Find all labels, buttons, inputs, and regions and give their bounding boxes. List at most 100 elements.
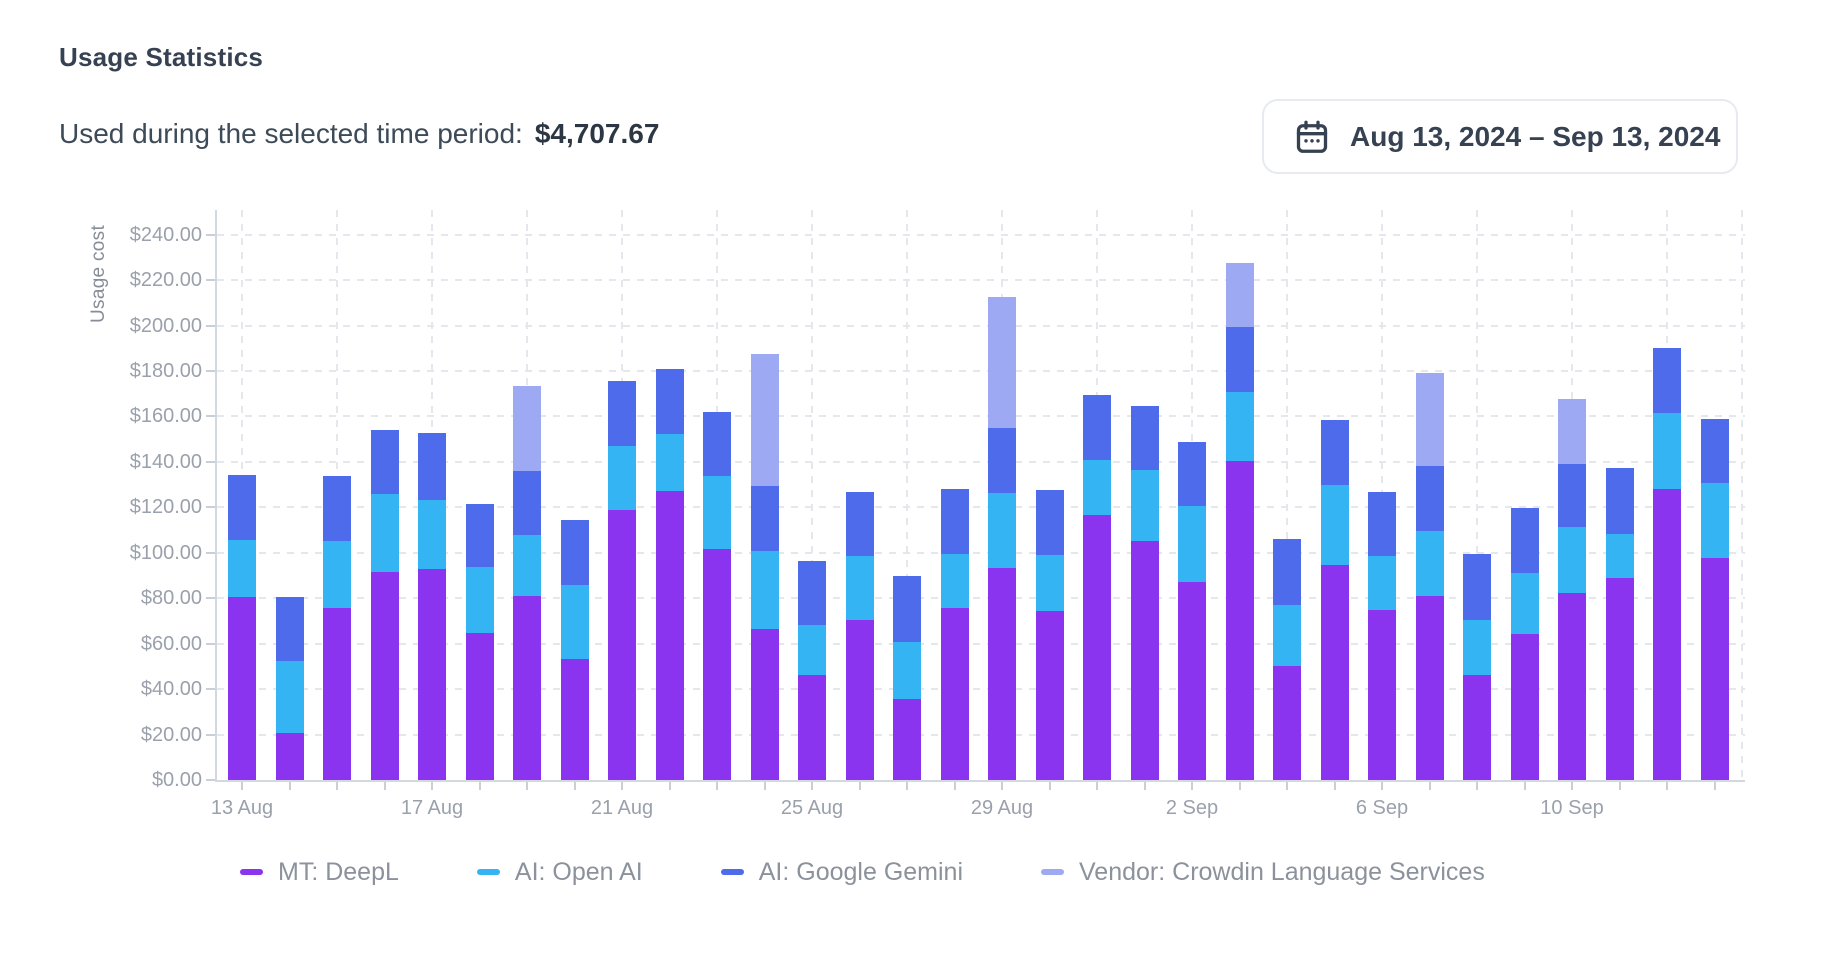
bar-segment[interactable]: [1320, 420, 1349, 486]
bar-segment[interactable]: [845, 492, 874, 556]
bar-segment[interactable]: [465, 566, 494, 634]
bar-segment[interactable]: [370, 572, 399, 780]
bar-segment[interactable]: [1463, 619, 1491, 676]
bar-segment[interactable]: [608, 510, 636, 780]
legend-item-gemini[interactable]: AI: Google Gemini: [720, 858, 963, 887]
bar-segment[interactable]: [750, 550, 779, 630]
bar-segment[interactable]: [228, 539, 256, 597]
bar-segment[interactable]: [560, 659, 589, 780]
bar-segment[interactable]: [1700, 557, 1729, 780]
bar-segment[interactable]: [275, 732, 304, 780]
bar-segment[interactable]: [988, 296, 1016, 428]
bar-segment[interactable]: [1130, 470, 1159, 541]
bar-segment[interactable]: [1273, 665, 1301, 780]
bar-segment[interactable]: [703, 412, 731, 477]
bar-segment[interactable]: [893, 698, 921, 780]
bar-segment[interactable]: [1605, 533, 1634, 579]
bar-segment[interactable]: [275, 660, 304, 733]
bar-segment[interactable]: [1415, 530, 1444, 597]
date-range-button[interactable]: Aug 13, 2024 – Sep 13, 2024: [1262, 99, 1738, 174]
bar-segment[interactable]: [940, 488, 969, 555]
bar-segment[interactable]: [1510, 573, 1539, 634]
bar-segment[interactable]: [1605, 467, 1634, 534]
bar-segment[interactable]: [418, 500, 446, 569]
bar-segment[interactable]: [940, 554, 969, 608]
bar-segment[interactable]: [798, 675, 826, 780]
bar-segment[interactable]: [1083, 394, 1111, 461]
bar-segment[interactable]: [988, 493, 1016, 569]
bar-segment[interactable]: [370, 493, 399, 573]
bar-segment[interactable]: [1463, 554, 1491, 620]
bar-segment[interactable]: [1415, 465, 1444, 531]
bar-segment[interactable]: [750, 354, 779, 487]
bar-segment[interactable]: [323, 607, 351, 780]
legend-item-crowdin-vendor[interactable]: Vendor: Crowdin Language Services: [1041, 858, 1485, 887]
bar-segment[interactable]: [1225, 262, 1254, 327]
bar-segment[interactable]: [513, 535, 541, 597]
bar-segment[interactable]: [560, 519, 589, 586]
bar-segment[interactable]: [655, 491, 684, 780]
bar-segment[interactable]: [228, 474, 256, 540]
bar-segment[interactable]: [988, 427, 1016, 494]
bar-segment[interactable]: [845, 555, 874, 621]
bar-segment[interactable]: [1368, 492, 1396, 556]
bar-segment[interactable]: [1415, 596, 1444, 780]
bar-segment[interactable]: [608, 445, 636, 511]
bar-segment[interactable]: [798, 561, 826, 626]
bar-segment[interactable]: [750, 486, 779, 551]
bar-segment[interactable]: [1320, 564, 1349, 780]
bar-segment[interactable]: [893, 575, 921, 642]
bar-segment[interactable]: [1178, 441, 1206, 506]
bar-segment[interactable]: [1035, 555, 1064, 612]
bar-segment[interactable]: [1178, 581, 1206, 780]
bar-segment[interactable]: [1558, 464, 1586, 527]
bar-segment[interactable]: [988, 568, 1016, 780]
bar-segment[interactable]: [845, 620, 874, 780]
bar-segment[interactable]: [1700, 482, 1729, 558]
bar-segment[interactable]: [1368, 610, 1396, 780]
bar-segment[interactable]: [655, 433, 684, 492]
bar-segment[interactable]: [940, 607, 969, 780]
bar-segment[interactable]: [1225, 391, 1254, 462]
bar-segment[interactable]: [370, 430, 399, 494]
bar-segment[interactable]: [1463, 675, 1491, 780]
bar-segment[interactable]: [513, 470, 541, 536]
bar-segment[interactable]: [1130, 540, 1159, 780]
bar-segment[interactable]: [1415, 373, 1444, 466]
bar-segment[interactable]: [703, 548, 731, 780]
bar-segment[interactable]: [1558, 399, 1586, 465]
legend-item-deepl[interactable]: MT: DeepL: [240, 858, 399, 887]
bar-segment[interactable]: [1558, 593, 1586, 780]
bar-segment[interactable]: [323, 475, 351, 541]
bar-segment[interactable]: [1653, 412, 1681, 490]
bar-segment[interactable]: [1035, 490, 1064, 556]
bar-segment[interactable]: [655, 369, 684, 434]
bar-segment[interactable]: [1510, 633, 1539, 780]
bar-segment[interactable]: [1605, 578, 1634, 780]
bar-segment[interactable]: [1273, 539, 1301, 605]
bar-segment[interactable]: [1083, 460, 1111, 516]
bar-segment[interactable]: [1368, 555, 1396, 611]
bar-segment[interactable]: [513, 386, 541, 471]
bar-segment[interactable]: [1320, 485, 1349, 565]
bar-segment[interactable]: [1035, 611, 1064, 780]
bar-segment[interactable]: [1083, 515, 1111, 780]
bar-segment[interactable]: [608, 381, 636, 446]
bar-segment[interactable]: [465, 633, 494, 780]
bar-segment[interactable]: [418, 432, 446, 501]
bar-segment[interactable]: [798, 625, 826, 676]
bar-segment[interactable]: [513, 596, 541, 780]
bar-segment[interactable]: [323, 540, 351, 608]
legend-item-openai[interactable]: AI: Open AI: [476, 858, 643, 887]
bar-segment[interactable]: [275, 596, 304, 661]
bar-segment[interactable]: [1558, 526, 1586, 594]
bar-segment[interactable]: [703, 476, 731, 549]
bar-segment[interactable]: [228, 596, 256, 780]
bar-segment[interactable]: [1653, 489, 1681, 780]
bar-segment[interactable]: [1700, 418, 1729, 483]
bar-segment[interactable]: [1273, 604, 1301, 666]
bar-segment[interactable]: [893, 641, 921, 699]
bar-segment[interactable]: [750, 629, 779, 780]
bar-segment[interactable]: [1653, 348, 1681, 413]
bar-segment[interactable]: [418, 568, 446, 780]
